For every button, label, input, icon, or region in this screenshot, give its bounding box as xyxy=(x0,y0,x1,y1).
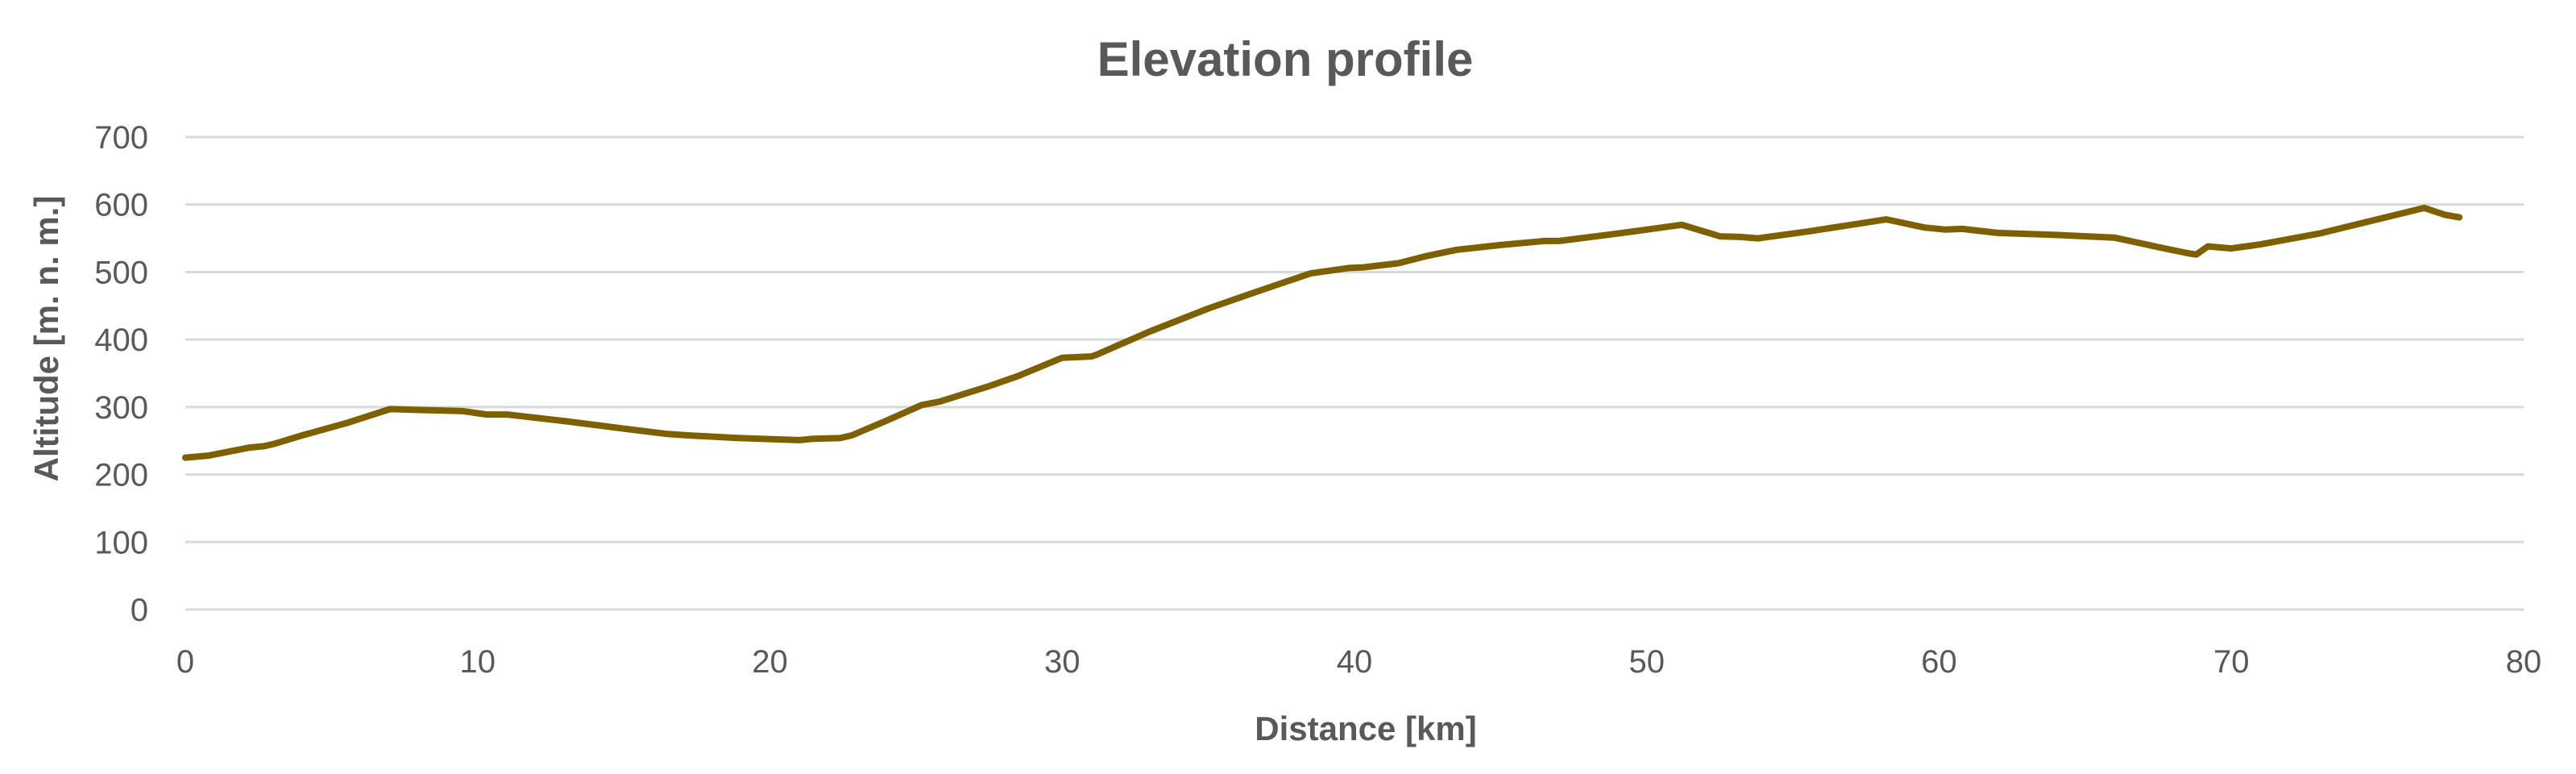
y-tick-label: 200 xyxy=(94,458,148,493)
y-tick-label: 0 xyxy=(131,593,148,628)
elevation-line xyxy=(182,204,2463,461)
y-axis-title: Altitude [m. n. m.] xyxy=(27,196,65,482)
x-tick-label: 30 xyxy=(1044,644,1081,680)
y-tick-label: 400 xyxy=(94,322,148,358)
x-tick-label: 60 xyxy=(1921,644,1957,680)
x-tick-label: 0 xyxy=(176,644,194,680)
chart-title: Elevation profile xyxy=(1097,32,1474,86)
y-tick-label: 500 xyxy=(94,255,148,290)
x-axis-ticks: 0 10 20 30 40 50 60 70 80 xyxy=(176,644,2541,680)
y-tick-label: 300 xyxy=(94,390,148,426)
x-tick-label: 10 xyxy=(460,644,496,680)
gridlines xyxy=(185,135,2524,611)
y-tick-label: 600 xyxy=(94,188,148,223)
x-tick-label: 50 xyxy=(1629,644,1665,680)
x-axis-title: Distance [km] xyxy=(1255,710,1476,747)
x-tick-label: 20 xyxy=(752,644,788,680)
y-tick-label: 100 xyxy=(94,525,148,560)
y-axis-ticks: 0 100 200 300 400 500 600 700 xyxy=(94,120,148,628)
x-tick-label: 80 xyxy=(2506,644,2542,680)
x-tick-label: 70 xyxy=(2213,644,2250,680)
y-tick-label: 700 xyxy=(94,120,148,156)
x-tick-label: 40 xyxy=(1337,644,1373,680)
